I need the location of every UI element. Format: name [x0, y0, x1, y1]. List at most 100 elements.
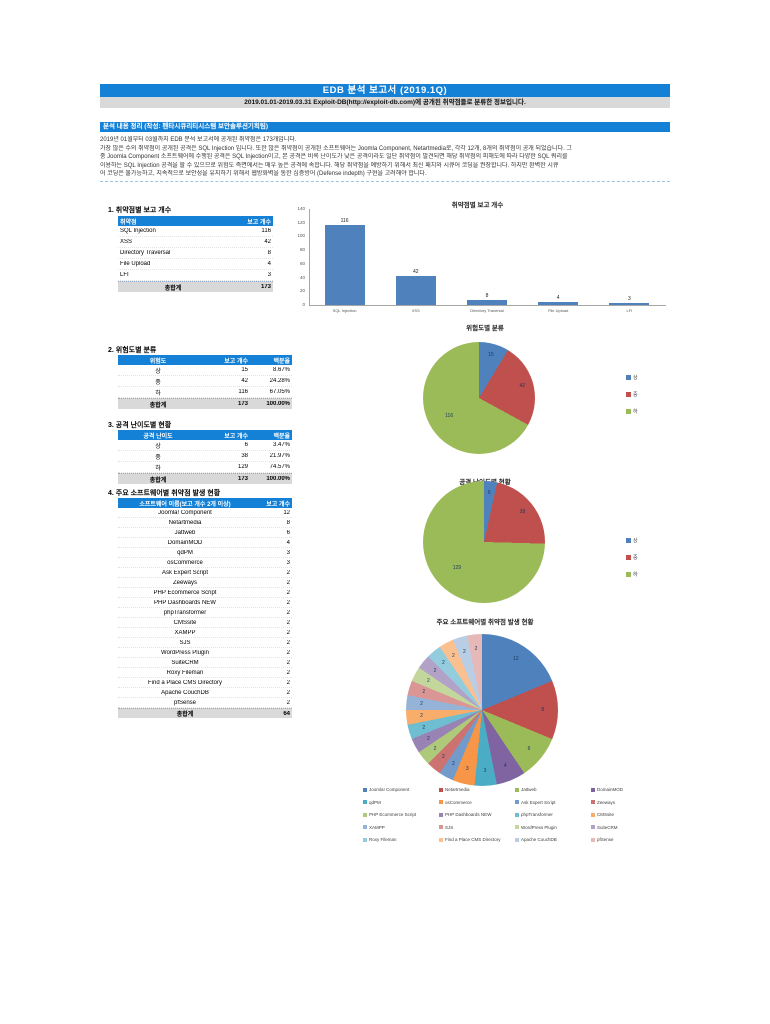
- table-row: File Upload 4: [118, 259, 273, 270]
- section-3-heading: 3. 공격 난이도별 현황: [108, 422, 172, 429]
- table-cell: File Upload: [120, 261, 151, 267]
- summary-line: 가장 많은 수의 취약점이 공개된 공격은 SQL Injection 입니다.…: [100, 145, 572, 152]
- table-row: Roxy Fileman 2: [118, 668, 292, 678]
- pie-slice-label: 2: [433, 745, 437, 752]
- legend-swatch: [363, 837, 367, 842]
- table-cell: 2: [286, 699, 290, 706]
- table-row: PHP Ecommerce Script 2: [118, 588, 292, 598]
- legend-label: 중: [633, 392, 638, 398]
- y-axis-tick-label: 60: [299, 260, 305, 266]
- legend-swatch: [515, 837, 519, 842]
- legend-swatch: [439, 800, 443, 804]
- legend-swatch: [363, 812, 367, 817]
- y-axis-tick-label: 80: [299, 247, 305, 253]
- risk-level-table: 위험도 보고 개수 백분율 상 15 8.67% 중 42 24.28% 하 116 67.05% 총합…: [118, 355, 292, 409]
- table-cell: 2: [286, 659, 290, 666]
- legend-swatch: [363, 787, 367, 792]
- column-header: 보고 개수: [224, 433, 248, 440]
- table-cell: XAMPP: [174, 629, 196, 636]
- legend-item: 하: [626, 408, 638, 415]
- legend-label: 상: [633, 538, 638, 544]
- legend-item: Netartmedia: [439, 787, 470, 792]
- legend-item: Find a Place CMS Directory: [439, 837, 501, 842]
- bar: [538, 302, 579, 305]
- legend-item: WordPress Plugin: [515, 825, 557, 830]
- legend-item: 중: [626, 554, 638, 561]
- legend-label: Joomla! Component: [369, 787, 410, 792]
- legend-label: 하: [633, 409, 638, 415]
- pie-slice-label: 2: [451, 653, 455, 660]
- summary-line: 이용하는 SQL Injection 공격을 할 수 있으므로 위험도 측면에서…: [100, 162, 559, 169]
- table-cell: DomainMOD: [167, 539, 203, 546]
- table-cell: 상: [155, 443, 161, 450]
- table-cell: 8.67%: [272, 367, 290, 373]
- table-cell: 24.28%: [269, 378, 290, 384]
- y-axis-tick-label: 140: [297, 206, 305, 211]
- legend-label: qdPM: [369, 799, 381, 805]
- legend-swatch: [515, 787, 519, 792]
- legend-item: pfSense: [591, 837, 614, 842]
- table-cell: 중: [155, 454, 161, 461]
- bar-value-label: 116: [340, 218, 349, 225]
- table-cell: Zeeways: [172, 579, 197, 586]
- pie-slice-label: 2: [426, 678, 430, 685]
- legend-swatch: [591, 800, 595, 804]
- table-row: osCommerce 3: [118, 558, 292, 568]
- legend-label: osCommerce: [445, 799, 472, 805]
- attack-difficulty-table: 공격 난이도 보고 개수 백분율 상 6 3.47% 중 38 21.97% 하 129 74.57%…: [118, 430, 292, 484]
- bar-value-label: 3: [628, 295, 631, 302]
- table-cell: 38: [241, 453, 248, 459]
- table-header-row: 공격 난이도 보고 개수 백분율: [118, 430, 292, 440]
- legend-item: Ask Expert Script: [515, 800, 556, 805]
- table-row: SJS 2: [118, 638, 292, 648]
- table-row: 중 38 21.97%: [118, 451, 292, 462]
- pie-slice-label: 4: [503, 763, 507, 770]
- table-cell: XSS: [120, 239, 133, 245]
- legend-item: 하: [626, 571, 638, 578]
- x-axis-category-label: Directory Traversal: [470, 308, 504, 313]
- legend-label: SuiteCRM: [597, 824, 618, 830]
- table-cell: 2: [286, 639, 290, 646]
- table-cell: WordPress Plugin: [161, 649, 209, 656]
- table-cell: 3: [267, 272, 271, 278]
- legend-item: PHP Ecommerce Script: [363, 812, 416, 817]
- table-total-row: 총합계 173: [118, 281, 273, 292]
- bar: [324, 225, 365, 305]
- table-total-cell: 173: [237, 401, 248, 407]
- report-title: EDB 분석 보고서 (2019.1Q): [322, 85, 448, 96]
- table-cell: 42: [264, 239, 271, 245]
- legend-swatch: [626, 392, 631, 397]
- table-cell: PHP Ecommerce Script: [153, 589, 217, 596]
- legend-label: 상: [633, 375, 638, 381]
- column-header: 위험도: [149, 358, 167, 365]
- pie-slice-label: 2: [451, 760, 455, 767]
- table-row: Zeeways 2: [118, 578, 292, 588]
- table-row: 하 129 74.57%: [118, 462, 292, 473]
- table-row: DomainMOD 4: [118, 538, 292, 548]
- table-cell: Directory Traversal: [120, 250, 171, 256]
- legend-item: PHP Dashboards NEW: [439, 812, 491, 817]
- table-row: 중 42 24.28%: [118, 376, 292, 387]
- legend-item: XAMPP: [363, 825, 385, 830]
- table-cell: PHP Dashboards NEW: [154, 599, 216, 606]
- legend-swatch: [591, 787, 595, 792]
- pie-slice-label: 2: [420, 712, 423, 719]
- table-cell: 6: [244, 442, 248, 448]
- table-row: SuiteCRM 2: [118, 658, 292, 668]
- x-axis-category-label: LFI: [626, 308, 633, 313]
- legend-label: PHP Dashboards NEW: [445, 812, 492, 817]
- table-cell: SJS: [179, 639, 191, 646]
- table-cell: CMSsite: [173, 619, 197, 626]
- legend-item: osCommerce: [439, 800, 472, 805]
- section-2-heading: 2. 위험도별 분류: [108, 347, 157, 354]
- legend-swatch: [591, 837, 595, 842]
- y-axis-tick-label: 120: [297, 219, 305, 225]
- table-row: WordPress Plugin 2: [118, 648, 292, 658]
- y-axis-tick-label: 100: [297, 233, 305, 239]
- legend-label: 중: [633, 555, 638, 561]
- bar: [467, 299, 507, 305]
- table-cell: 21.97%: [269, 453, 290, 459]
- summary-section-title: 분석 내용 정리 (작성: 펜타시큐리티시스템 보안솔루션기획팀): [103, 123, 269, 130]
- summary-line: 중 Joomla Component 소프트웨어에 수행된 공격은 SQL In…: [100, 154, 568, 161]
- table-total-cell: 100.00%: [266, 476, 290, 482]
